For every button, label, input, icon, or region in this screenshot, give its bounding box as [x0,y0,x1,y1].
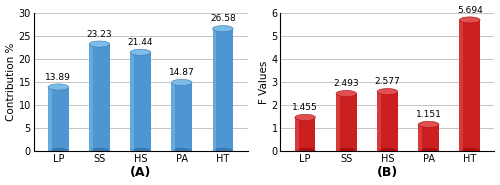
Ellipse shape [48,84,68,90]
Text: 2.577: 2.577 [374,77,400,86]
Text: 2.493: 2.493 [334,79,359,88]
Bar [336,94,340,151]
Ellipse shape [212,148,233,154]
Bar [295,117,298,151]
Text: 5.694: 5.694 [457,6,482,14]
Ellipse shape [418,148,439,154]
Bar [172,83,192,151]
Ellipse shape [48,148,68,154]
Text: 21.44: 21.44 [128,38,154,47]
Ellipse shape [172,148,192,154]
Bar [336,94,356,151]
Bar [295,117,316,151]
Text: 1.455: 1.455 [292,103,318,112]
Ellipse shape [418,121,439,127]
Bar [418,125,439,151]
Ellipse shape [377,148,398,154]
Bar [89,44,110,151]
Text: 26.58: 26.58 [210,14,236,23]
Bar [377,92,381,151]
X-axis label: (A): (A) [130,166,152,179]
Ellipse shape [130,49,151,56]
Ellipse shape [460,148,480,154]
Bar [460,20,463,151]
Ellipse shape [89,148,110,154]
X-axis label: (B): (B) [377,166,398,179]
Bar [130,52,134,151]
Ellipse shape [172,79,192,86]
Ellipse shape [212,26,233,32]
Y-axis label: F Values: F Values [258,60,268,104]
Bar [212,29,233,151]
Bar [212,29,216,151]
Bar [48,87,68,151]
Ellipse shape [336,90,356,97]
Ellipse shape [377,89,398,95]
Bar [172,83,175,151]
Text: 14.87: 14.87 [169,68,194,77]
Ellipse shape [295,114,316,121]
Bar [48,87,51,151]
Bar [460,20,480,151]
Bar [130,52,151,151]
Text: 23.23: 23.23 [86,30,113,39]
Bar [377,92,398,151]
Ellipse shape [89,41,110,47]
Ellipse shape [295,148,316,154]
Bar [418,125,422,151]
Ellipse shape [130,148,151,154]
Y-axis label: Contribution %: Contribution % [6,43,16,121]
Ellipse shape [336,148,356,154]
Ellipse shape [460,17,480,23]
Text: 13.89: 13.89 [46,73,71,82]
Bar [89,44,93,151]
Text: 1.151: 1.151 [416,110,442,119]
